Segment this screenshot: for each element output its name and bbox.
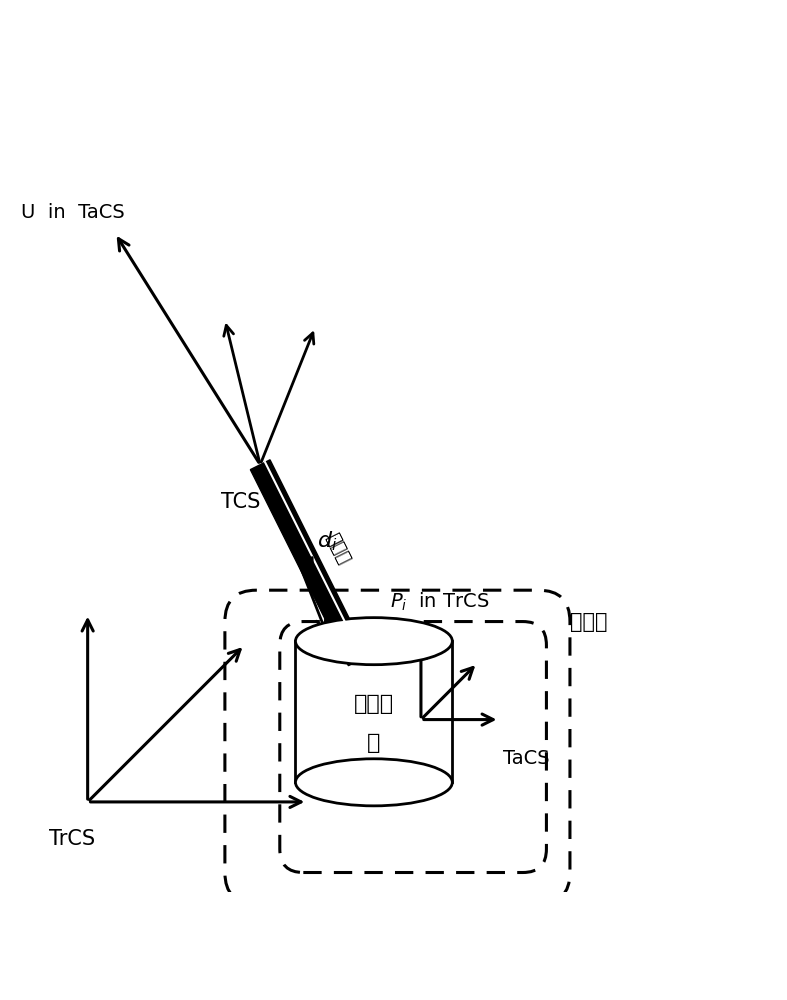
Text: $P_i$  in TrCS: $P_i$ in TrCS xyxy=(390,591,489,613)
Text: 连接件: 连接件 xyxy=(322,530,353,567)
Text: 参考球: 参考球 xyxy=(570,612,608,632)
Text: TCS: TCS xyxy=(221,492,260,512)
Ellipse shape xyxy=(295,759,453,806)
Text: U  in  TaCS: U in TaCS xyxy=(21,203,125,222)
Text: TrCS: TrCS xyxy=(49,829,95,849)
Text: $d_i$: $d_i$ xyxy=(317,530,338,553)
Text: TaCS: TaCS xyxy=(504,749,550,768)
Ellipse shape xyxy=(295,618,453,665)
Polygon shape xyxy=(250,460,368,666)
Text: 柱: 柱 xyxy=(368,733,381,753)
Text: 标准圆: 标准圆 xyxy=(354,694,394,714)
